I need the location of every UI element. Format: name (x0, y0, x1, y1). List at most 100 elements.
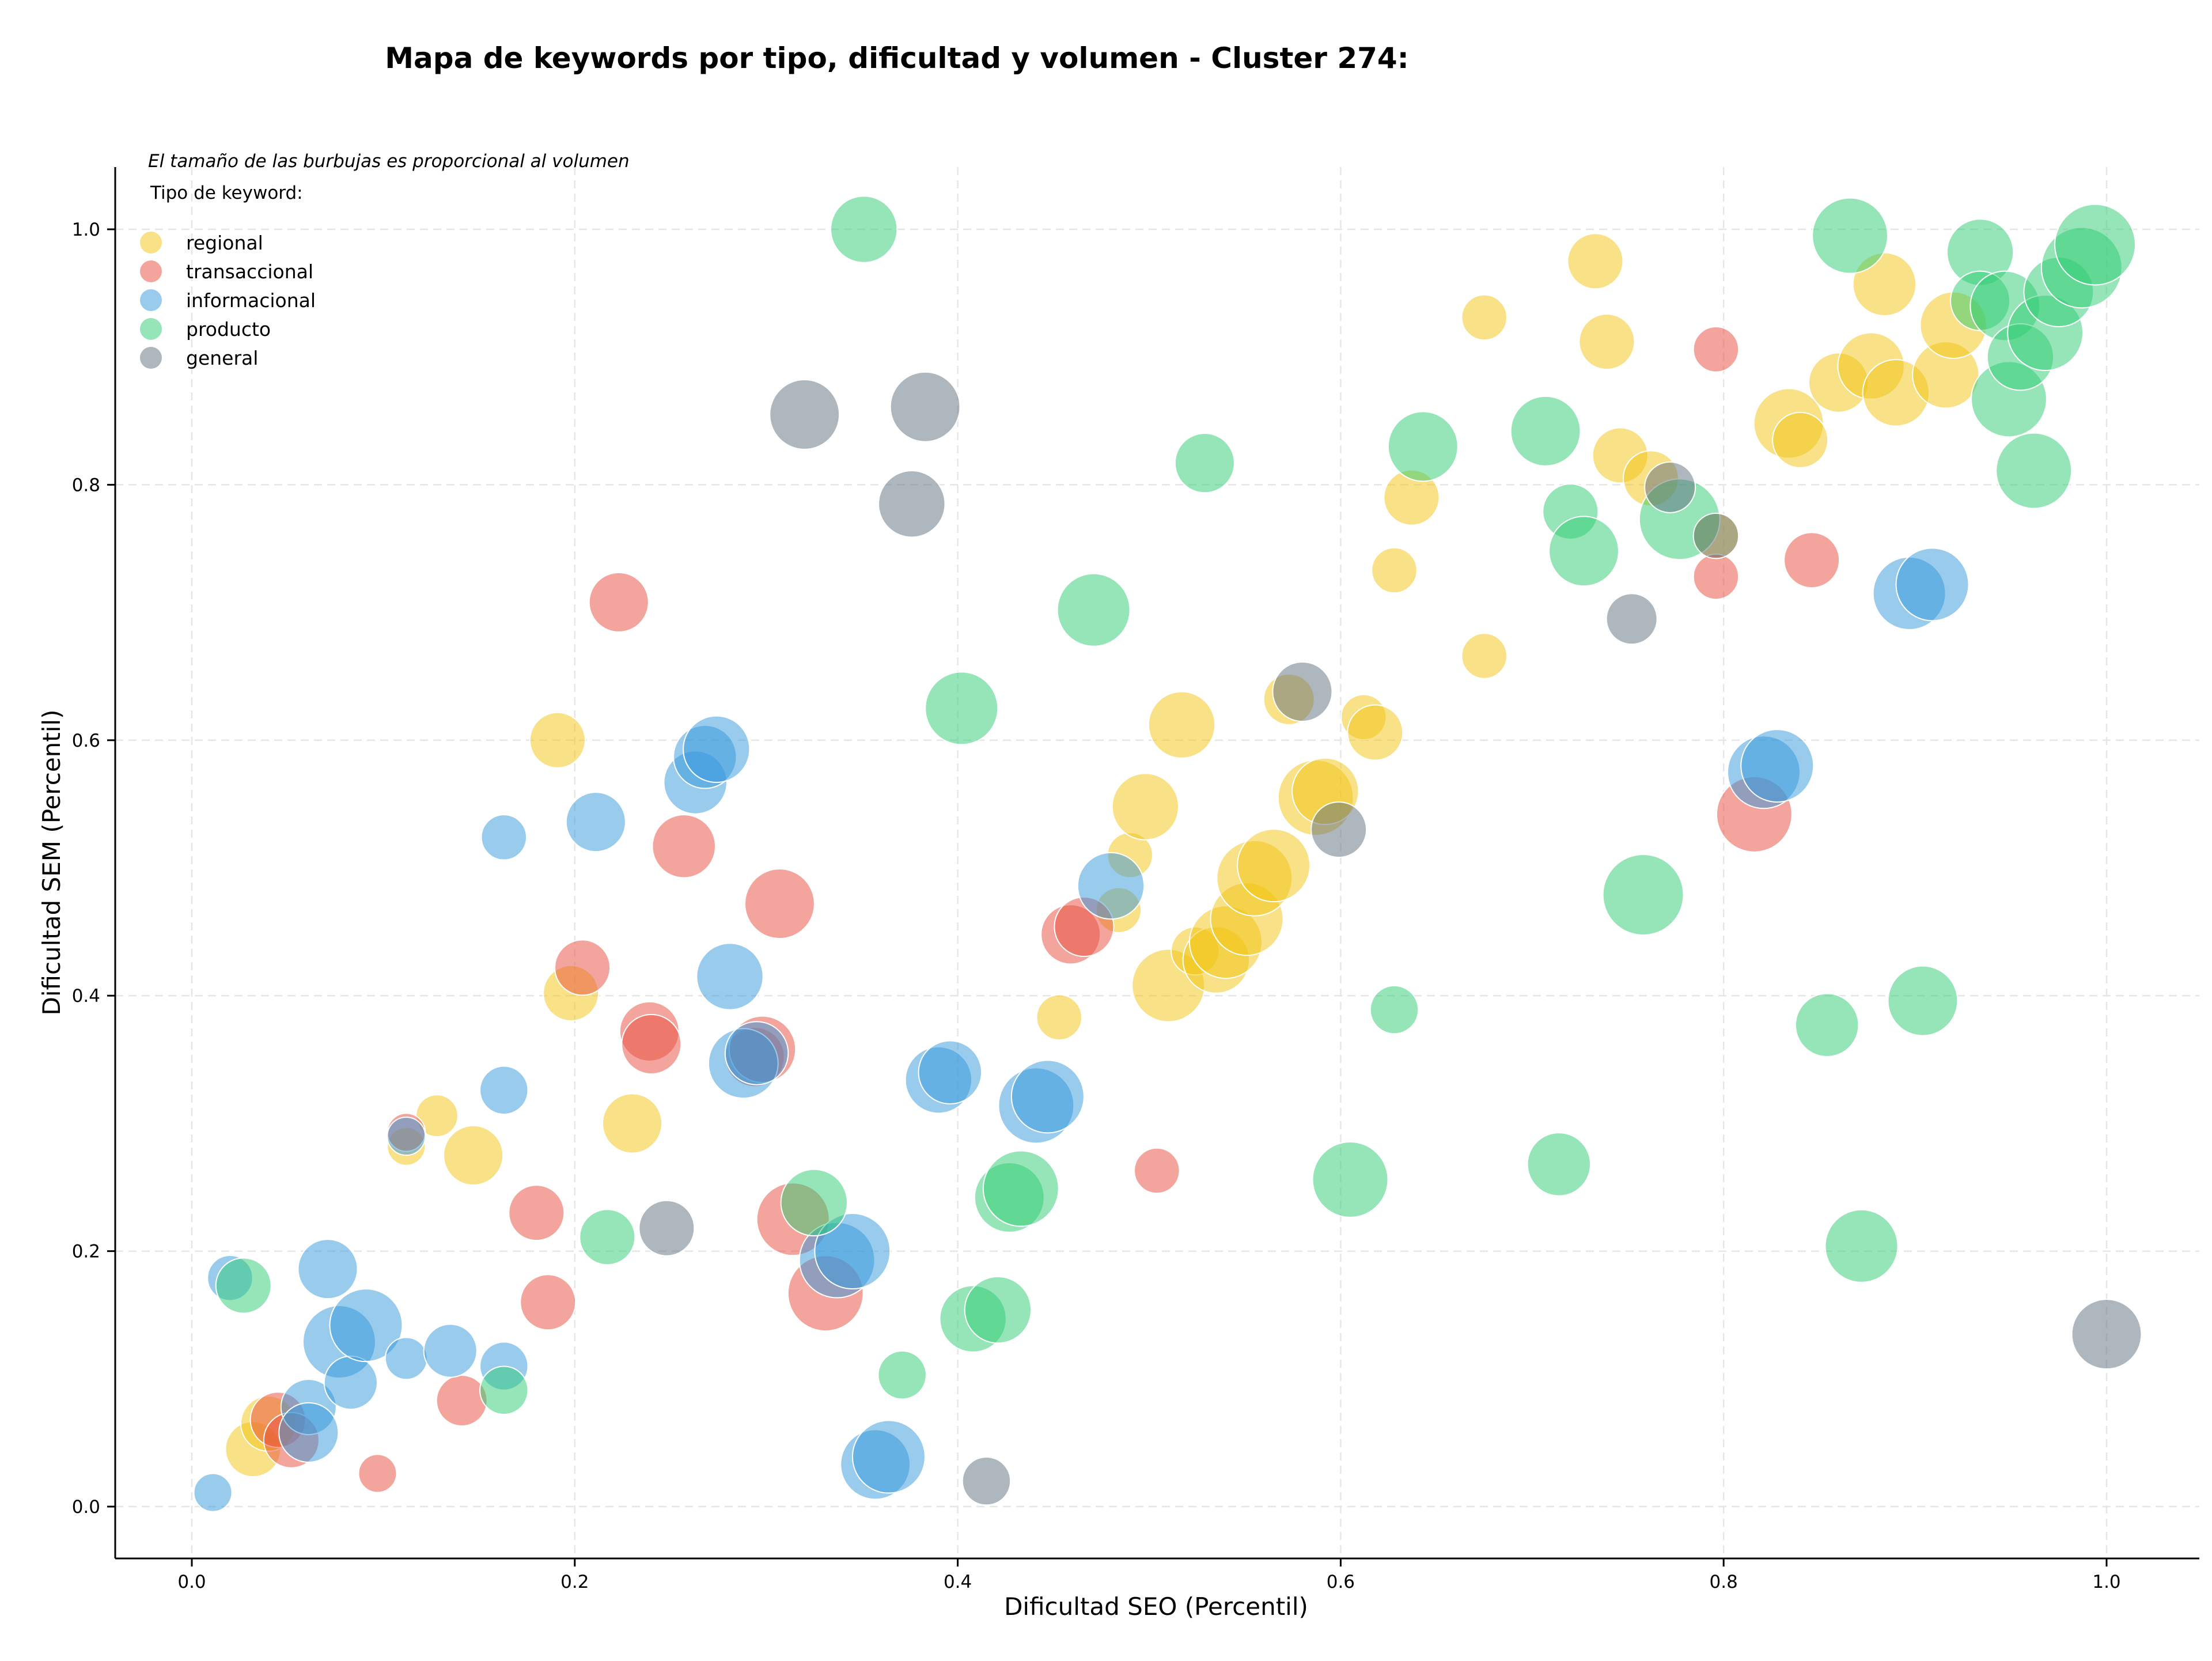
bubble-producto (877, 1350, 927, 1400)
bubble-informacional (814, 1213, 891, 1290)
legend-label-producto: producto (186, 318, 271, 340)
bubble-informacional (851, 1420, 926, 1494)
x-tick-label: 0.8 (1710, 1572, 1738, 1592)
bubble-informacional (387, 1117, 426, 1156)
bubble-producto (1312, 1141, 1389, 1218)
bubble-transaccional (508, 1185, 565, 1242)
legend-label-general: general (186, 347, 258, 369)
bubble-producto (925, 671, 999, 746)
bubble-size-note: El tamaño de las burbujas es proporciona… (148, 151, 630, 172)
bubble-producto (1812, 197, 1889, 274)
y-tick-label: 0.8 (72, 475, 100, 495)
bubble-producto (982, 1150, 1059, 1227)
legend-marker-transaccional (140, 260, 162, 282)
x-tick-label: 0.6 (1327, 1572, 1355, 1592)
bubble-transaccional (744, 868, 815, 940)
y-tick-label: 0.0 (72, 1497, 100, 1518)
bubble-regional (1578, 313, 1635, 370)
bubble-regional (1237, 828, 1311, 903)
legend-label-transaccional: transaccional (186, 260, 313, 283)
legend-marker-regional (140, 232, 162, 253)
bubble-producto (2054, 203, 2137, 286)
bubble-informacional (565, 792, 626, 853)
bubble-informacional (1077, 852, 1145, 920)
bubble-producto (1510, 395, 1581, 467)
bubble-regional (1347, 704, 1404, 761)
bubble-transaccional (358, 1454, 397, 1493)
bubble-regional (529, 712, 586, 769)
bubble-producto (579, 1209, 636, 1266)
bubble-informacional (193, 1473, 233, 1512)
bubble-regional (1567, 233, 1624, 290)
bubble-regional (1371, 547, 1418, 594)
bubble-informacional (683, 715, 751, 784)
bubble-general (2071, 1299, 2142, 1370)
bubble-producto (1602, 854, 1684, 936)
bubble-general (1692, 512, 1740, 559)
bubble-producto (1369, 985, 1419, 1035)
bubble-producto (215, 1257, 272, 1314)
bubble-transaccional (621, 1013, 682, 1074)
bubble-informacional (329, 1288, 403, 1363)
bubble-regional (1461, 633, 1508, 679)
bubble-general (1272, 661, 1333, 722)
bubble-general (961, 1456, 1012, 1506)
legend-label-informacional: informacional (186, 289, 316, 312)
bubble-regional (1147, 691, 1216, 759)
bubble-regional (1036, 994, 1082, 1041)
bubble-regional (601, 1093, 663, 1154)
legend: regional transaccional informacional produc… (140, 232, 316, 369)
chart-title: Mapa de keywords por tipo, dificultad y … (385, 41, 1408, 75)
bubble-producto (1824, 1209, 1899, 1283)
y-tick-label: 1.0 (72, 220, 100, 240)
x-tick-label: 1.0 (2092, 1572, 2120, 1592)
bubble-transaccional (1134, 1147, 1180, 1194)
y-tick-label: 0.2 (72, 1242, 100, 1262)
bubble-producto (1794, 993, 1859, 1057)
bubble-producto (964, 1276, 1032, 1344)
bubbles (193, 195, 2142, 1512)
bubble-transaccional (435, 1375, 488, 1427)
bubble-regional (443, 1125, 504, 1186)
x-tick-label: 0.4 (944, 1572, 972, 1592)
bubble-informacional (323, 1355, 378, 1410)
bubble-regional (1772, 411, 1829, 468)
bubble-producto (479, 1365, 529, 1415)
bubble-producto (1527, 1132, 1592, 1197)
bubble-transaccional (1783, 532, 1840, 589)
legend-title: Tipo de keyword: (150, 183, 303, 203)
bubble-transaccional (588, 572, 649, 633)
y-tick-label: 0.6 (72, 731, 100, 751)
bubble-informacional (297, 1239, 358, 1300)
bubble-transaccional (1692, 326, 1740, 373)
bubble-producto (780, 1168, 848, 1237)
bubble-informacional (480, 814, 528, 861)
bubble-informacional (918, 1040, 983, 1104)
bubble-informacional (1010, 1060, 1085, 1134)
bubble-informacional (479, 1065, 529, 1115)
bubble-general (638, 1200, 695, 1257)
x-tick-label: 0.2 (560, 1572, 589, 1592)
y-tick-label: 0.4 (72, 986, 100, 1007)
bubble-transaccional (1692, 553, 1740, 600)
legend-marker-producto (140, 318, 162, 340)
bubble-transaccional (554, 939, 611, 996)
bubble-general (889, 371, 961, 442)
bubble-regional (1461, 294, 1508, 341)
legend-marker-general (140, 347, 162, 369)
bubble-informacional (278, 1402, 339, 1463)
x-tick-label: 0.0 (177, 1572, 206, 1592)
bubble-general (1644, 461, 1696, 513)
bubble-producto (1995, 432, 2073, 509)
bubble-producto (1548, 516, 1619, 587)
legend-label-regional: regional (186, 232, 263, 254)
bubble-general (878, 470, 946, 538)
legend-marker-informacional (140, 289, 162, 311)
x-axis-label: Dificultad SEO (Percentil) (1004, 1592, 1308, 1621)
bubble-transaccional (652, 814, 717, 879)
axis-ticks: 0.0 0.0 0.2 0.2 0.4 0.4 0.6 0.6 0.8 0.8 1.0 1.0 (72, 220, 2121, 1592)
bubble-informacional (1895, 547, 1969, 622)
bubble-informacional (724, 1021, 789, 1085)
bubble-transaccional (520, 1274, 577, 1331)
